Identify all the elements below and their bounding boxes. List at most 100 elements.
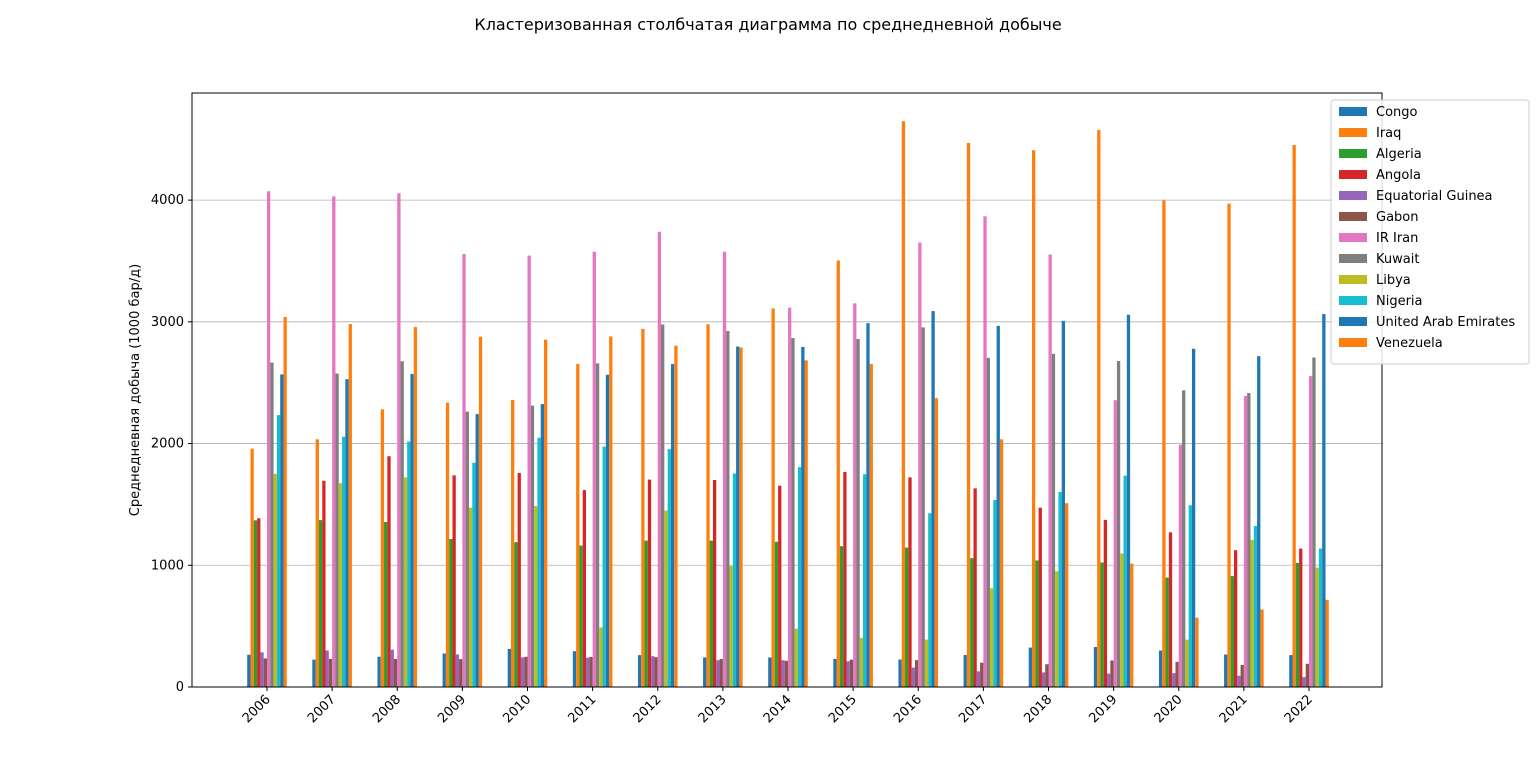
bar <box>863 474 867 687</box>
bar <box>794 628 798 687</box>
bar <box>517 473 521 687</box>
bar <box>839 546 844 687</box>
bar <box>801 346 805 687</box>
bar <box>609 336 613 687</box>
legend-label: Congo <box>1376 105 1418 120</box>
bar <box>833 658 837 687</box>
bar <box>1315 567 1319 687</box>
bar <box>325 650 329 687</box>
bar <box>999 439 1004 687</box>
bar <box>455 654 460 687</box>
bar <box>641 328 645 687</box>
bar <box>869 363 873 687</box>
legend-label: Kuwait <box>1376 252 1419 267</box>
bar <box>914 660 919 687</box>
bar <box>263 658 267 687</box>
bar <box>582 490 587 687</box>
bar <box>270 362 274 687</box>
bar <box>459 659 463 687</box>
bar <box>1292 144 1296 688</box>
legend-swatch <box>1339 149 1367 158</box>
legend-label: Venezuela <box>1376 336 1443 351</box>
bar <box>407 441 411 687</box>
bar <box>445 402 450 687</box>
bar <box>670 364 675 687</box>
bar <box>260 652 264 687</box>
x-tick-label: 2006 <box>240 692 274 726</box>
bar <box>722 251 727 687</box>
bar <box>380 409 385 687</box>
bar <box>1110 660 1114 687</box>
bar <box>514 542 518 687</box>
bar <box>250 448 254 687</box>
bar <box>1061 320 1065 687</box>
bar <box>1318 548 1323 687</box>
bar <box>312 659 316 687</box>
bar <box>1289 655 1293 687</box>
bar <box>768 657 772 687</box>
bar <box>797 467 802 687</box>
bar <box>524 656 528 687</box>
bar <box>1188 505 1192 687</box>
bar <box>1305 663 1309 687</box>
legend-swatch <box>1339 191 1367 200</box>
series-ir-iran <box>267 191 1313 688</box>
bar <box>781 660 785 687</box>
chart-title: Кластеризованная столбчатая диаграмма по… <box>474 15 1061 34</box>
plot-frame <box>191 92 1383 688</box>
x-tick-label: 2019 <box>1086 692 1120 726</box>
bars-layer <box>247 121 1329 688</box>
bar <box>970 558 974 687</box>
bar <box>410 373 414 687</box>
bar <box>1116 361 1121 687</box>
bar <box>328 658 333 687</box>
bar <box>1299 548 1303 687</box>
x-tick-label: 2015 <box>826 692 860 726</box>
bar <box>784 660 788 687</box>
bar <box>1058 492 1062 687</box>
bar <box>1182 390 1186 687</box>
series-nigeria <box>276 415 1323 687</box>
bar <box>966 143 971 687</box>
bar <box>1065 503 1069 687</box>
bar <box>475 414 479 687</box>
bar <box>901 121 906 688</box>
bar <box>911 667 915 687</box>
bar <box>712 479 717 687</box>
bar <box>465 411 469 687</box>
bar <box>980 662 984 687</box>
series-venezuela <box>283 316 1329 687</box>
bar <box>540 404 544 687</box>
bar <box>709 540 713 687</box>
bar <box>586 657 590 687</box>
bar <box>276 415 281 687</box>
x-axis: 2006 2007 2008 2009 2010 2011 2012 2013 2014 2015… <box>240 687 1316 726</box>
bar <box>247 654 251 687</box>
bar <box>1165 577 1169 687</box>
bar <box>1123 475 1127 687</box>
bar <box>267 191 271 688</box>
bar <box>348 324 352 687</box>
bar <box>644 540 648 687</box>
bar <box>853 303 857 687</box>
legend-swatch <box>1339 170 1367 179</box>
x-tick-label: 2010 <box>500 692 534 726</box>
legend-swatch <box>1339 107 1367 116</box>
bar <box>576 364 580 687</box>
bar <box>345 379 349 687</box>
legend-label: Algeria <box>1376 147 1422 162</box>
bar <box>520 657 525 687</box>
bar <box>739 347 743 687</box>
legend-swatch <box>1339 338 1367 347</box>
bar <box>1227 203 1231 687</box>
bar <box>387 456 391 687</box>
bar <box>1224 654 1228 687</box>
bar <box>637 655 642 687</box>
bar <box>859 637 864 687</box>
bar <box>976 671 981 687</box>
bar <box>1038 507 1042 687</box>
bar <box>1185 639 1189 687</box>
bar <box>729 566 733 687</box>
bar <box>993 500 997 687</box>
